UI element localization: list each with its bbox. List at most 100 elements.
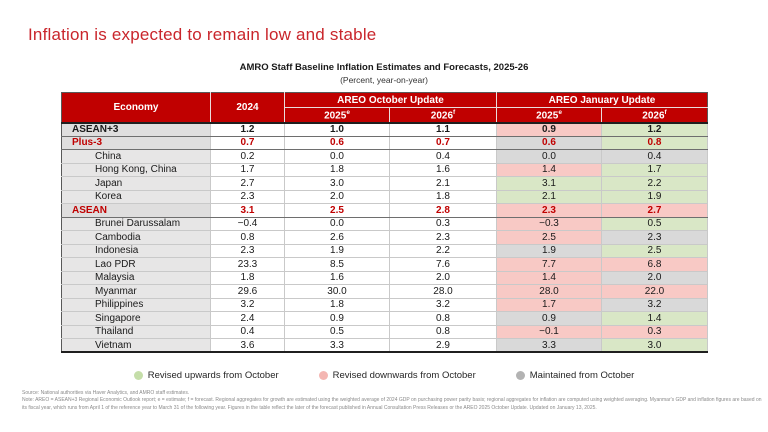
value-cell: 22.0 [601,284,709,299]
year-label: 2026 [430,109,454,121]
table-row: China 0.2 0.0 0.4 0.0 0.4 [61,149,709,164]
value-cell: 29.6 [210,284,285,299]
value-cell: 3.2 [601,298,709,312]
legend-label: Revised upwards from October [147,370,279,381]
table-header: Economy 2024 AREO October Update AREO Ja… [61,92,708,123]
forecast-superscript: f [664,108,667,116]
value-cell: 7.7 [496,257,602,272]
pink-dot-icon [318,371,328,380]
value-cell: 1.8 [389,190,497,204]
value-cell: 2.2 [389,244,497,258]
legend-item-revised-down: Revised downwards from October [318,370,476,381]
value-cell: 0.3 [389,217,497,231]
economy-cell: Philippines [61,298,211,312]
value-cell: 1.9 [601,190,709,204]
legend: Revised upwards from October Revised dow… [0,370,768,381]
value-cell: 3.6 [210,338,285,353]
year-label: 2025 [324,109,347,121]
value-cell: 2.3 [210,244,285,258]
economy-cell: Thailand [61,325,211,339]
page-title: Inflation is expected to remain low and … [28,25,377,44]
value-cell: 2.5 [496,230,602,245]
legend-item-revised-up: Revised upwards from October [133,370,279,381]
table-row: Philippines 3.2 1.8 3.2 1.7 3.2 [61,298,709,312]
value-cell: 2.0 [389,271,497,285]
value-cell: 2.1 [496,190,602,204]
economy-cell: Myanmar [61,284,211,299]
value-cell: 0.8 [389,311,497,326]
table-row: Malaysia 1.8 1.6 2.0 1.4 2.0 [61,271,709,285]
table-row: Vietnam 3.6 3.3 2.9 3.3 3.0 [61,338,709,353]
value-cell: 0.0 [496,149,602,164]
table-body: ASEAN+3 1.2 1.0 1.1 0.9 1.2 Plus-3 0.7 0.6 0.7 0.6… [61,122,709,353]
value-cell: 1.6 [284,271,390,285]
value-cell: 1.2 [601,122,709,137]
table-row: ASEAN+3 1.2 1.0 1.1 0.9 1.2 [61,122,709,137]
value-cell: 2.3 [210,190,285,204]
column-header-oct-2026: 2026f [389,107,497,123]
value-cell: 0.6 [284,135,390,150]
value-cell: −0.1 [496,325,602,339]
table-row: ASEAN 3.1 2.5 2.8 2.3 2.7 [61,203,709,218]
table-row: Japan 2.7 3.0 2.1 3.1 2.2 [61,176,709,191]
economy-cell: Cambodia [61,230,211,245]
estimate-superscript: e [346,108,350,116]
value-cell: 1.0 [284,122,390,137]
value-cell: 2.7 [210,176,285,191]
value-cell: 2.3 [496,203,602,218]
value-cell: 0.8 [210,230,285,245]
value-cell: 2.1 [389,176,497,191]
value-cell: 0.3 [601,325,709,339]
table-row: Plus-3 0.7 0.6 0.7 0.6 0.8 [61,135,709,150]
legend-label: Revised downwards from October [332,370,476,381]
value-cell: 1.9 [284,244,390,258]
value-cell: 3.0 [601,338,709,353]
value-cell: 0.4 [389,149,497,164]
value-cell: 1.8 [284,298,390,312]
value-cell: 1.1 [389,122,497,137]
table-row: Brunei Darussalam −0.4 0.0 0.3 −0.3 0.5 [61,217,709,231]
value-cell: 1.7 [210,163,285,177]
value-cell: 2.8 [389,203,497,218]
value-cell: 2.7 [601,203,709,218]
economy-cell: Malaysia [61,271,211,285]
economy-cell: Vietnam [61,338,211,353]
table-row: Hong Kong, China 1.7 1.8 1.6 1.4 1.7 [61,163,709,177]
value-cell: 0.8 [389,325,497,339]
value-cell: 2.2 [601,176,709,191]
estimate-superscript: e [558,108,562,116]
table-row: Korea 2.3 2.0 1.8 2.1 1.9 [61,190,709,204]
value-cell: 0.9 [496,122,602,137]
value-cell: 8.5 [284,257,390,272]
source-note: Source: National authorities via Haver A… [22,390,190,396]
table-row: Thailand 0.4 0.5 0.8 −0.1 0.3 [61,325,709,339]
column-group-january-update: AREO January Update [495,92,708,108]
value-cell: 0.9 [284,311,390,326]
value-cell: 0.4 [601,149,709,164]
value-cell: 1.4 [496,163,602,177]
economy-cell: Indonesia [61,244,211,258]
value-cell: 0.0 [284,149,390,164]
value-cell: 3.1 [210,203,285,218]
value-cell: 28.0 [389,284,497,299]
column-group-october-update: AREO October Update [284,92,497,108]
value-cell: 0.6 [496,135,602,150]
economy-cell: Hong Kong, China [61,163,211,177]
value-cell: −0.4 [210,217,285,231]
economy-cell: Lao PDR [61,257,211,272]
economy-cell: ASEAN [61,203,211,218]
value-cell: 2.0 [601,271,709,285]
table-row: Cambodia 0.8 2.6 2.3 2.5 2.3 [61,230,709,245]
value-cell: 1.6 [389,163,497,177]
value-cell: 2.5 [601,244,709,258]
value-cell: 2.9 [389,338,497,353]
value-cell: 2.3 [389,230,497,245]
green-dot-icon [133,371,143,380]
value-cell: 6.8 [601,257,709,272]
table-row: Singapore 2.4 0.9 0.8 0.9 1.4 [61,311,709,326]
column-header-economy: Economy [61,92,211,123]
value-cell: 1.4 [496,271,602,285]
value-cell: 0.5 [601,217,709,231]
value-cell: 3.0 [284,176,390,191]
column-header-2024: 2024 [210,92,285,123]
